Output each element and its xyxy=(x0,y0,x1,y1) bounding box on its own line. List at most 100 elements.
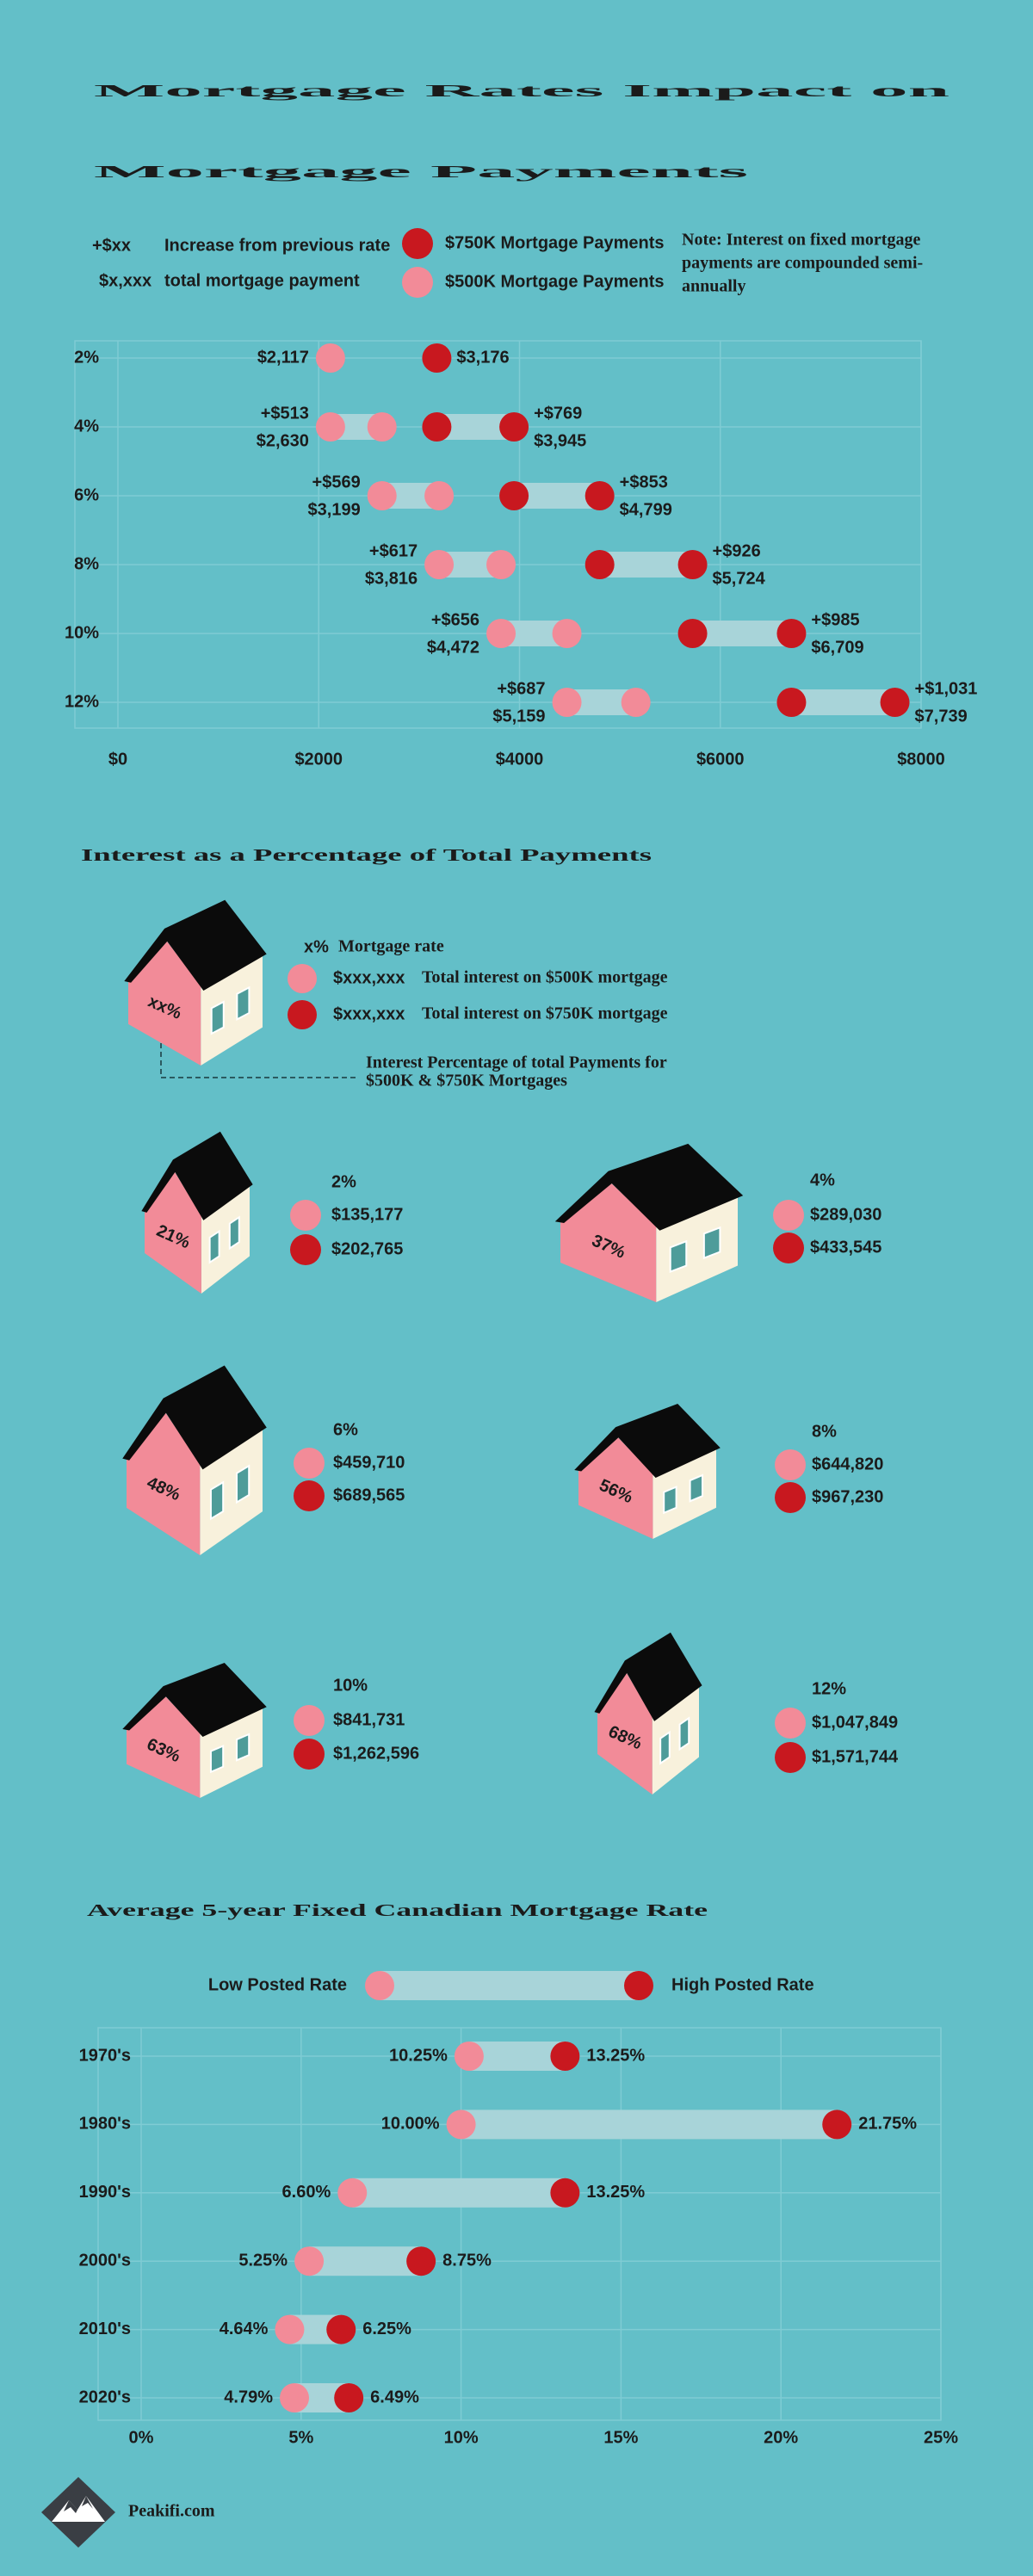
category-label: 2000's xyxy=(79,2251,131,2270)
legend-swatch xyxy=(402,267,433,298)
house-window xyxy=(680,1718,690,1749)
key-note: $500K & $750K Mortgages xyxy=(366,1072,567,1090)
legend-label: Low Posted Rate xyxy=(208,1975,347,1994)
increase-label: +$769 xyxy=(534,404,582,423)
value-dot xyxy=(776,619,807,648)
swatch-500k xyxy=(773,1200,804,1231)
key-text: Mortgage rate xyxy=(338,937,444,956)
value-label: 4.79% xyxy=(224,2388,273,2406)
x-tick-label: $6000 xyxy=(696,750,745,769)
category-label: 12% xyxy=(65,692,99,711)
value-dot xyxy=(315,343,345,373)
house-roof xyxy=(554,1143,744,1231)
increase-bar xyxy=(599,552,693,578)
interest-750k: $1,571,744 xyxy=(812,1747,899,1766)
swatch-500k xyxy=(775,1449,806,1480)
house-window xyxy=(211,1482,223,1518)
legend-swatch xyxy=(365,1971,394,2000)
range-bar xyxy=(468,2042,566,2071)
house-window xyxy=(210,1232,220,1263)
value-label: $4,799 xyxy=(620,500,672,519)
increase-label: +$617 xyxy=(369,541,418,560)
previous-dot xyxy=(552,688,582,717)
house-window xyxy=(230,1217,239,1248)
house-window xyxy=(237,1466,249,1502)
swatch-500k xyxy=(290,1200,321,1231)
previous-dot xyxy=(486,619,516,648)
interest-750k: $1,262,596 xyxy=(333,1744,419,1763)
value-label: 21.75% xyxy=(858,2115,917,2134)
increase-label: +$513 xyxy=(261,404,309,423)
house-window xyxy=(660,1733,670,1764)
increase-label: +$656 xyxy=(431,610,479,629)
interest-750k: $202,765 xyxy=(331,1239,403,1258)
value-dot xyxy=(880,688,910,717)
interest-750k: $689,565 xyxy=(333,1486,405,1504)
increase-label: +$926 xyxy=(713,541,761,560)
x-tick-label: 10% xyxy=(444,2428,479,2447)
value-dot xyxy=(367,412,397,442)
previous-dot xyxy=(424,550,455,579)
value-dot xyxy=(677,550,708,579)
value-dot xyxy=(424,481,455,510)
value-label: $5,159 xyxy=(492,707,545,726)
value-label: 13.25% xyxy=(586,2046,645,2065)
legend-swatch xyxy=(624,1971,653,2000)
range-bar xyxy=(309,2246,422,2276)
value-dot xyxy=(585,481,615,510)
swatch-750k xyxy=(290,1234,321,1265)
page-title: Mortgage Rates Impact on xyxy=(94,82,949,101)
x-tick-label: $0 xyxy=(108,750,127,769)
value-label: $6,709 xyxy=(811,638,863,657)
category-label: 1990's xyxy=(79,2183,131,2202)
high-dot xyxy=(822,2110,852,2140)
category-label: 2% xyxy=(74,348,99,367)
house xyxy=(122,1662,267,1798)
previous-dot xyxy=(585,550,615,579)
rate-label: 6% xyxy=(333,1420,358,1439)
interest-500k: $135,177 xyxy=(331,1205,403,1224)
category-label: 4% xyxy=(74,417,99,436)
brand: Peakifi.com xyxy=(128,2502,215,2521)
house xyxy=(594,1632,702,1795)
increase-label: +$569 xyxy=(312,473,361,491)
high-dot xyxy=(550,2178,580,2208)
house-window xyxy=(211,1746,223,1772)
legend-swatch xyxy=(402,228,433,259)
house-roof xyxy=(122,1365,267,1470)
house-window xyxy=(212,1002,224,1034)
swatch-750k xyxy=(773,1232,804,1263)
x-tick-label: 20% xyxy=(764,2428,798,2447)
value-label: 6.49% xyxy=(370,2388,419,2406)
value-dot xyxy=(621,688,651,717)
high-dot xyxy=(406,2246,436,2276)
logo-snow xyxy=(64,2496,93,2513)
category-label: 1980's xyxy=(79,2115,131,2134)
page-title: Mortgage Payments xyxy=(94,163,749,182)
category-label: 6% xyxy=(74,485,99,504)
interest-500k: $459,710 xyxy=(333,1453,405,1472)
value-label: $2,630 xyxy=(257,431,309,450)
house-roof xyxy=(122,1662,267,1738)
interest-750k: $967,230 xyxy=(812,1487,883,1506)
value-dot xyxy=(422,343,452,373)
value-label: 10.25% xyxy=(389,2046,448,2065)
increase-bar xyxy=(791,689,895,715)
rate-label: 2% xyxy=(331,1172,356,1191)
rate-label: 4% xyxy=(810,1171,835,1189)
chart-title: Average 5-year Fixed Canadian Mortgage R… xyxy=(87,1901,708,1920)
value-label: $5,724 xyxy=(713,569,766,588)
interest-500k: $841,731 xyxy=(333,1710,405,1729)
range-bar xyxy=(352,2178,566,2208)
house-front xyxy=(578,1435,653,1539)
x-tick-label: 25% xyxy=(924,2428,958,2447)
high-dot xyxy=(550,2042,580,2071)
logo-mountain xyxy=(52,2496,105,2522)
value-dot xyxy=(486,550,516,579)
key-text: Total interest on $500K mortgage xyxy=(422,968,668,987)
legend-label: High Posted Rate xyxy=(671,1975,814,1994)
increase-label: +$985 xyxy=(811,610,859,629)
rate-label: 12% xyxy=(812,1679,846,1698)
rate-label: 10% xyxy=(333,1676,368,1695)
rate-label: 8% xyxy=(812,1422,837,1441)
